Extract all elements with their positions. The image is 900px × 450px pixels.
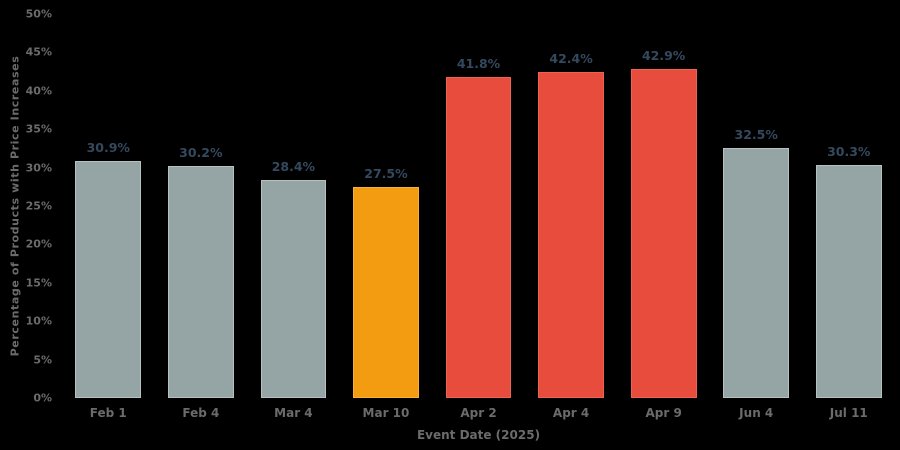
bar-value-label: 30.3% (827, 144, 871, 160)
bar-slot: 30.2% Feb 4 (155, 14, 248, 420)
bar-mar-4 (260, 179, 327, 398)
x-tick-label: Feb 4 (182, 406, 220, 420)
y-axis-title: Percentage of Products with Price Increa… (8, 55, 22, 357)
bar-value-label: 42.4% (549, 51, 593, 67)
bar-value-label: 30.9% (86, 139, 130, 155)
y-tick-label: 45% (25, 45, 52, 59)
y-tick-label: 30% (25, 161, 52, 175)
y-tick-label: 35% (25, 122, 52, 136)
bar-value-label: 30.2% (179, 145, 223, 161)
y-tick-label: 5% (33, 353, 52, 367)
bar-apr-4 (538, 72, 604, 398)
x-tick-label: Jul 11 (829, 406, 868, 420)
bar-slot: 27.5% Mar 10 (340, 14, 433, 420)
x-tick-label: Apr 4 (552, 406, 590, 420)
bar-slot: 42.4% Apr 4 (525, 14, 618, 420)
y-tick-label: 0% (33, 391, 52, 405)
bar-mar-10 (353, 186, 419, 398)
bar-value-label: 42.9% (641, 47, 686, 63)
x-tick-label: Mar 10 (362, 406, 410, 420)
y-tick-label: 15% (25, 276, 52, 290)
y-tick-label: 20% (25, 237, 52, 251)
x-tick-label: Mar 4 (274, 406, 313, 420)
bar-feb-4 (167, 166, 234, 398)
plot-area: 0% 5% 10% 15% 20% 25% 30% 35% 40% 45% 50% 30.9% Feb… (26, 8, 896, 420)
y-tick-label: 25% (25, 199, 52, 213)
bar-value-label: 32.5% (734, 127, 778, 143)
bar-slot: 32.5% Jun 4 (710, 14, 803, 420)
x-axis-title: Event Date (2025) (416, 428, 541, 442)
x-tick-label: Jun 4 (739, 406, 774, 420)
bar-slot: 42.9% Apr 9 (617, 14, 710, 420)
bar-slot: 30.9% Feb 1 (62, 14, 155, 420)
x-tick-label: Apr 9 (645, 406, 682, 420)
bar-value-label: 41.8% (456, 55, 501, 71)
bar-apr-2 (445, 76, 512, 398)
bar-jul-11 (815, 165, 882, 398)
y-tick-label: 40% (25, 84, 52, 98)
bar-slot: 41.8% Apr 2 (432, 14, 525, 420)
bar-apr-9 (630, 68, 697, 398)
bar-value-label: 27.5% (364, 165, 408, 181)
bars-container: 30.9% Feb 1 30.2% Feb 4 28.4% Mar 4 27.5% Mar 1… (62, 14, 896, 420)
x-tick-label: Feb 1 (89, 406, 127, 420)
bar-value-label: 28.4% (271, 158, 316, 174)
y-tick-label: 50% (25, 7, 52, 21)
y-axis-ticks: 0% 5% 10% 15% 20% 25% 30% 35% 40% 45% 50% (26, 8, 895, 405)
bar-slot: 30.3% Jul 11 (803, 14, 896, 420)
bar-slot: 28.4% Mar 4 (247, 14, 340, 420)
y-tick-label: 10% (25, 314, 52, 328)
x-tick-label: Apr 2 (460, 406, 497, 420)
bar-feb-1 (75, 160, 142, 398)
bar-jun-4 (723, 148, 790, 398)
